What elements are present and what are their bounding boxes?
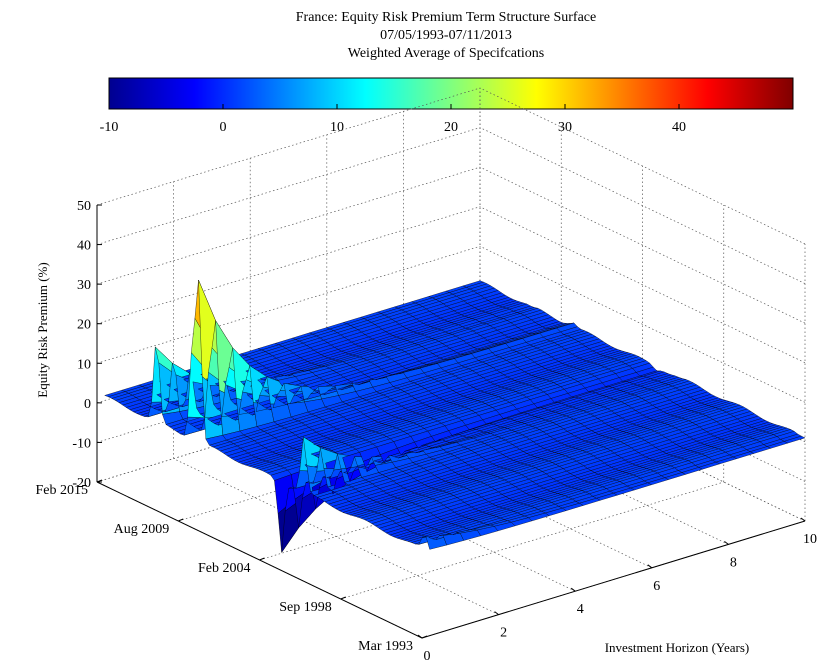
colorbar-tick-label: -10 (100, 120, 119, 135)
z-tick-label: 30 (77, 278, 91, 293)
x-axis-line (421, 520, 806, 639)
y-tick-label: Feb 2015 (36, 483, 89, 498)
x-tick (800, 517, 806, 522)
axes: -20 -10 0 10 20 30 40 50 0 2 4 6 8 10 Mar 1993 Sep 1998… (36, 199, 818, 664)
y-tick (178, 518, 184, 522)
x-tick-label: 0 (424, 649, 431, 664)
colorbar-tick-label: 0 (220, 120, 227, 135)
grid-line (96, 87, 481, 206)
grid-line (479, 166, 806, 324)
grid-line (96, 127, 481, 245)
y-tick-label: Aug 2009 (114, 522, 170, 537)
x-tick-label: 2 (500, 626, 507, 641)
y-tick-label: Mar 1993 (358, 639, 413, 654)
grid-line (340, 481, 724, 600)
x-tick (417, 634, 423, 639)
x-tick-label: 8 (730, 555, 737, 570)
y-tick-label: Sep 1998 (279, 600, 332, 615)
grid-line (96, 245, 481, 364)
colorbar-tick-label: 40 (672, 120, 686, 135)
z-tick-label: 40 (77, 239, 91, 254)
chart-title-line-3: Weighted Average of Specifcations (348, 46, 545, 61)
x-tick (570, 587, 576, 592)
colorbar-tick-label: 10 (330, 120, 344, 135)
x-tick (724, 541, 729, 545)
surface (104, 279, 806, 554)
grid-line (96, 166, 481, 285)
colorbar-ticks: -10 0 10 20 30 40 (100, 104, 686, 135)
y-tick (421, 635, 428, 639)
x-tick-label: 6 (653, 579, 660, 594)
z-tick-label: -20 (72, 476, 91, 491)
grid-line (96, 206, 481, 325)
x-tick-label: 10 (803, 532, 817, 547)
z-tick-label: 10 (77, 357, 91, 372)
x-tick (494, 611, 499, 615)
chart-title-line-2: 07/05/1993-07/11/2013 (380, 28, 512, 43)
colorbar-tick-label: 30 (558, 120, 572, 135)
y-tick (340, 596, 346, 600)
surface-patch (783, 435, 806, 444)
z-tick-label: -10 (72, 436, 91, 451)
z-tick-label: 50 (77, 199, 91, 214)
colorbar-tick-label: 20 (444, 120, 458, 135)
z-axis-label: Equity Risk Premium (%) (35, 262, 50, 397)
z-tick-label: 0 (84, 397, 91, 412)
chart-title-line-1: France: Equity Risk Premium Term Structu… (296, 10, 596, 25)
colorbar (108, 77, 794, 110)
x-tick (647, 564, 653, 569)
grid-line (479, 206, 806, 364)
grid-line (479, 245, 806, 403)
x-axis-label: Investment Horizon (Years) (605, 640, 750, 655)
x-tick-label: 4 (577, 602, 584, 617)
z-tick-label: 20 (77, 318, 91, 333)
y-tick-label: Feb 2004 (198, 561, 251, 576)
y-tick (96, 479, 103, 483)
surface-patch (442, 533, 465, 546)
y-tick (259, 557, 265, 561)
